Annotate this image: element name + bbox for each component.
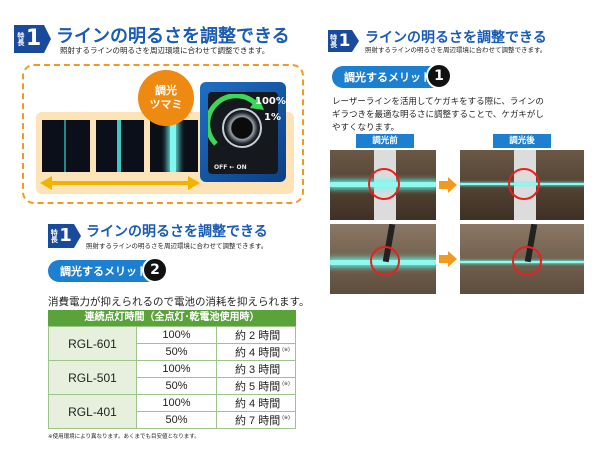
line-panel-dim [42, 120, 90, 172]
highlight-circle [368, 168, 400, 200]
body-line: ギラつきを最適な明るさに調整することで、ケガキがし [332, 110, 544, 120]
badge-small-label: 特長 [50, 229, 59, 243]
feature-badge-2: 特長 1 [48, 224, 81, 248]
model-cell: RGL-601 [48, 326, 137, 361]
time-cell: 約 7 時間 (※) [216, 411, 296, 429]
section-title-2: ラインの明るさを調整できる [86, 224, 268, 240]
merit-label: 調光するメリット [60, 265, 148, 278]
time-note: (※) [282, 415, 290, 422]
before-label: 調光前 [356, 134, 414, 148]
table-row: 50% 約 4 時間 (※) [49, 343, 296, 361]
double-arrow-icon [40, 176, 200, 190]
percent-cell: 100% [136, 326, 217, 344]
brightness-illustration [22, 64, 304, 204]
badge-number: 1 [25, 26, 42, 51]
percent-cell: 50% [136, 377, 217, 395]
time-cell: 約 4 時間 [216, 394, 296, 412]
badge-small-label: 特長 [329, 34, 338, 48]
section-subtitle-3: 照射するラインの明るさを周辺環境に合わせて調整できます。 [365, 46, 547, 54]
body-line: やすくなります。 [332, 123, 400, 133]
badge-number: 1 [338, 31, 351, 51]
time-value: 約 4 時間 [235, 398, 281, 410]
badge-number: 1 [59, 225, 72, 246]
merit-pill-1: 調光するメリット 1 [332, 63, 452, 89]
after-label: 調光後 [493, 134, 551, 148]
time-value: 約 2 時間 [235, 330, 281, 342]
percent-low: 1% [264, 112, 281, 123]
runtime-table: 連続点灯時間（全点灯･乾電池使用時） RGL-601 100% 約 2 時間 50% 約… [48, 310, 296, 440]
percent-cell: 50% [136, 343, 217, 361]
after-marker-photo [460, 224, 584, 294]
arrow-right-icon [439, 251, 457, 267]
section-subtitle: 照射するラインの明るさを周辺環境に合わせて調整できます。 [60, 46, 270, 55]
feature-badge-3: 特長 1 [328, 30, 359, 52]
merit-number: 2 [142, 257, 168, 283]
time-cell: 約 4 時間 (※) [216, 343, 296, 361]
highlight-circle [508, 168, 540, 200]
time-note: (※) [282, 381, 290, 388]
time-cell: 約 5 時間 (※) [216, 377, 296, 395]
highlight-circle [512, 246, 542, 276]
table-row: RGL-501 100% 約 3 時間 [48, 360, 296, 395]
percent-cell: 100% [136, 394, 217, 412]
knob-icon [222, 108, 262, 148]
time-value: 約 5 時間 [235, 381, 281, 393]
percent-cell: 50% [136, 411, 217, 429]
percent-cell: 100% [136, 360, 217, 378]
table-row: 50% 約 7 時間 (※) [49, 411, 296, 429]
body-line: レーザーラインを活用してケガキをする際に、ラインの [332, 97, 544, 107]
feature-badge: 特長 1 [14, 25, 51, 53]
time-note: (※) [282, 347, 290, 354]
rotate-arrow-icon [208, 94, 264, 146]
knob-label-line1: 調光 [155, 84, 177, 97]
time-cell: 約 2 時間 [216, 326, 296, 344]
merit-pill-2: 調光するメリット 2 [48, 257, 168, 283]
merit-number: 1 [426, 63, 452, 89]
section-subtitle-2: 照射するラインの明るさを周辺環境に合わせて調整できます。 [86, 242, 268, 250]
device-photo: OFF ← ON [200, 82, 286, 182]
switch-label: OFF ← ON [214, 164, 247, 171]
merit-label: 調光するメリット [344, 71, 432, 84]
knob-label-line2: ツマミ [149, 98, 183, 111]
time-cell: 約 3 時間 [216, 360, 296, 378]
table-row: RGL-601 100% 約 2 時間 [48, 326, 296, 361]
model-cell: RGL-401 [48, 394, 137, 429]
model-cell: RGL-501 [48, 360, 137, 395]
table-header: 連続点灯時間（全点灯･乾電池使用時） [48, 310, 296, 326]
footnote: ※使用環境により異なります。あくまでも目安値となります。 [48, 434, 200, 440]
merit-body-2: 消費電力が抑えられるので電池の消耗を抑えられます。 [48, 296, 310, 308]
before-ruler-photo [330, 150, 436, 220]
time-value: 約 7 時間 [235, 415, 281, 427]
time-value: 約 4 時間 [235, 347, 281, 359]
table-row: RGL-401 100% 約 4 時間 [48, 394, 296, 429]
arrow-right-icon [439, 177, 457, 193]
before-marker-photo [330, 224, 436, 294]
time-value: 約 3 時間 [235, 364, 281, 376]
after-ruler-photo [460, 150, 584, 220]
merit-body-1: レーザーラインを活用してケガキをする際に、ラインの ギラつきを最適な明るさに調整… [332, 96, 544, 135]
line-panel-bright [150, 120, 198, 172]
knob-label-bubble: 調光 ツマミ [138, 70, 194, 126]
table-body: RGL-601 100% 約 2 時間 50% 約 4 時間 (※) RGL-501 100%… [48, 326, 296, 429]
section-title: ラインの明るさを調整できる [56, 26, 290, 47]
percent-high: 100% [255, 96, 286, 107]
line-panel-mid [96, 120, 144, 172]
section-title-3: ラインの明るさを調整できる [365, 30, 547, 46]
highlight-circle [370, 246, 400, 276]
badge-small-label: 特長 [16, 32, 25, 46]
